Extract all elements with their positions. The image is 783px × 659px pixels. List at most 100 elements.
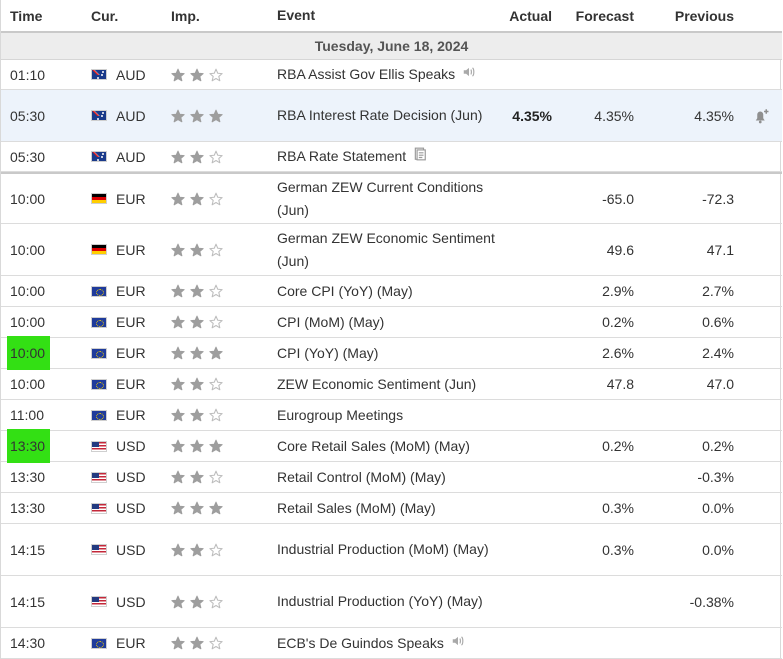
currency-code: EUR xyxy=(116,376,146,392)
importance-stars xyxy=(171,68,223,82)
star-filled-icon xyxy=(171,377,185,391)
event-name[interactable]: Core Retail Sales (MoM) (May) xyxy=(277,437,470,454)
star-filled-icon xyxy=(190,595,204,609)
table-row[interactable]: 14:15 USD Industrial Production (YoY) (May… xyxy=(1,576,782,628)
us-flag-icon xyxy=(91,471,107,483)
event-cell[interactable]: Core CPI (YoY) (May) xyxy=(277,276,507,306)
table-row[interactable]: 13:30 USD Retail Sales (MoM) (May) 0.3% 0.0% xyxy=(1,493,782,524)
event-name[interactable]: Industrial Production (MoM) (May) xyxy=(277,541,489,557)
table-row[interactable]: 14:15 USD Industrial Production (MoM) (May… xyxy=(1,524,782,576)
importance-cell xyxy=(171,90,235,141)
event-time: 05:30 xyxy=(10,148,46,165)
event-cell[interactable]: German ZEW Current Conditions (Jun) xyxy=(277,174,507,223)
table-row[interactable]: 10:00 EUR German ZEW Economic Sentiment (J… xyxy=(1,224,782,276)
time-cell: 13:30 xyxy=(10,462,62,492)
star-filled-icon xyxy=(209,439,223,453)
event-name[interactable]: Core CPI (YoY) (May) xyxy=(277,282,413,299)
star-empty-icon xyxy=(209,150,223,164)
actual-value xyxy=(472,174,552,223)
speaker-icon[interactable] xyxy=(451,634,465,648)
event-cell[interactable]: CPI (MoM) (May) xyxy=(277,307,507,337)
event-cell[interactable]: ECB's De Guindos Speaks xyxy=(277,628,507,658)
time-cell: 05:30 xyxy=(10,90,62,141)
header-actual[interactable]: Actual xyxy=(509,7,552,24)
star-filled-icon xyxy=(171,109,185,123)
table-row[interactable]: 05:30 AUD RBA Interest Rate Decision (Jun)… xyxy=(1,90,782,142)
document-icon[interactable] xyxy=(413,147,427,161)
event-cell[interactable]: ZEW Economic Sentiment (Jun) xyxy=(277,369,507,399)
event-cell[interactable]: German ZEW Economic Sentiment (Jun) xyxy=(277,224,507,275)
event-name[interactable]: RBA Interest Rate Decision (Jun) xyxy=(277,107,483,123)
currency-cell: USD xyxy=(91,576,153,627)
star-empty-icon xyxy=(209,470,223,484)
de-flag-icon xyxy=(91,193,107,204)
event-name[interactable]: Retail Control (MoM) (May) xyxy=(277,468,446,485)
table-row[interactable]: 11:00 EUR Eurogroup Meetings xyxy=(1,400,782,431)
event-name[interactable]: ZEW Economic Sentiment (Jun) xyxy=(277,375,477,392)
table-row[interactable]: 10:00 EUR Core CPI (YoY) (May) 2.9% 2.7% xyxy=(1,276,782,307)
event-cell[interactable]: CPI (YoY) (May) xyxy=(277,338,507,368)
event-name[interactable]: RBA Rate Statement xyxy=(277,148,407,164)
forecast-value xyxy=(554,576,634,627)
star-filled-icon xyxy=(190,68,204,82)
star-empty-icon xyxy=(209,315,223,329)
event-name[interactable]: Industrial Production (YoY) (May) xyxy=(277,593,483,609)
star-filled-icon xyxy=(171,192,185,206)
us-flag-icon xyxy=(91,502,107,514)
actual-value xyxy=(472,307,552,337)
event-cell[interactable]: Retail Sales (MoM) (May) xyxy=(277,493,507,523)
event-name[interactable]: ECB's De Guindos Speaks xyxy=(277,634,444,651)
table-row[interactable]: 10:00 EUR CPI (MoM) (May) 0.2% 0.6% xyxy=(1,307,782,338)
table-row[interactable]: 01:10 AUD RBA Assist Gov Ellis Speaks xyxy=(1,60,782,90)
event-cell[interactable]: RBA Interest Rate Decision (Jun) xyxy=(277,90,507,141)
event-name[interactable]: German ZEW Economic Sentiment (Jun) xyxy=(277,229,495,269)
actual-value xyxy=(472,576,552,627)
previous-value: 4.35% xyxy=(694,107,734,124)
actual-value xyxy=(472,338,552,368)
event-name[interactable]: German ZEW Current Conditions (Jun) xyxy=(277,178,484,218)
table-row[interactable]: 13:30 USD Core Retail Sales (MoM) (May) 0.2… xyxy=(1,429,782,463)
forecast-value: 49.6 xyxy=(606,241,634,258)
event-name[interactable]: Retail Sales (MoM) (May) xyxy=(277,499,436,516)
header-event[interactable]: Event xyxy=(277,7,316,23)
event-name[interactable]: RBA Assist Gov Ellis Speaks xyxy=(277,66,456,82)
event-time: 10:00 xyxy=(10,283,46,299)
importance-stars xyxy=(171,243,223,257)
event-cell[interactable]: RBA Assist Gov Ellis Speaks xyxy=(277,60,507,89)
table-row[interactable]: 13:30 USD Retail Control (MoM) (May) -0.3% xyxy=(1,462,782,493)
time-cell: 14:30 xyxy=(10,628,62,658)
header-currency[interactable]: Cur. xyxy=(91,7,119,24)
alert-bell-add-icon[interactable] xyxy=(752,90,770,141)
star-empty-icon xyxy=(209,243,223,257)
event-name[interactable]: Eurogroup Meetings xyxy=(277,406,404,423)
event-cell[interactable]: Industrial Production (MoM) (May) xyxy=(277,524,507,575)
event-name[interactable]: CPI (MoM) (May) xyxy=(277,313,385,330)
table-row[interactable]: 10:00 EUR German ZEW Current Conditions (J… xyxy=(1,172,782,224)
header-time[interactable]: Time xyxy=(10,7,43,24)
eu-flag-icon xyxy=(91,316,107,328)
header-previous[interactable]: Previous xyxy=(674,7,734,24)
table-row[interactable]: 14:30 EUR ECB's De Guindos Speaks xyxy=(1,628,782,659)
au-flag-icon xyxy=(91,151,107,162)
importance-stars xyxy=(171,439,223,453)
currency-cell: EUR xyxy=(91,338,153,368)
importance-stars xyxy=(171,192,223,206)
event-cell[interactable]: Retail Control (MoM) (May) xyxy=(277,462,507,492)
star-filled-icon xyxy=(190,439,204,453)
event-name[interactable]: CPI (YoY) (May) xyxy=(277,344,379,361)
star-filled-icon xyxy=(190,150,204,164)
event-cell[interactable]: Industrial Production (YoY) (May) xyxy=(277,576,507,627)
event-cell[interactable]: Eurogroup Meetings xyxy=(277,400,507,430)
table-row[interactable]: 10:00 EUR ZEW Economic Sentiment (Jun) 47.8… xyxy=(1,369,782,400)
header-forecast[interactable]: Forecast xyxy=(575,7,634,24)
currency-cell: EUR xyxy=(91,307,153,337)
header-importance[interactable]: Imp. xyxy=(171,7,200,24)
table-row[interactable]: 10:00 EUR CPI (YoY) (May) 2.6% 2.4% xyxy=(1,336,782,370)
event-cell[interactable]: RBA Rate Statement xyxy=(277,142,507,171)
forecast-value xyxy=(554,60,634,89)
table-row[interactable]: 05:30 AUD RBA Rate Statement xyxy=(1,142,782,172)
event-cell[interactable]: Core Retail Sales (MoM) (May) xyxy=(277,431,507,461)
date-label: Tuesday, June 18, 2024 xyxy=(314,38,469,54)
speaker-icon[interactable] xyxy=(462,65,476,79)
